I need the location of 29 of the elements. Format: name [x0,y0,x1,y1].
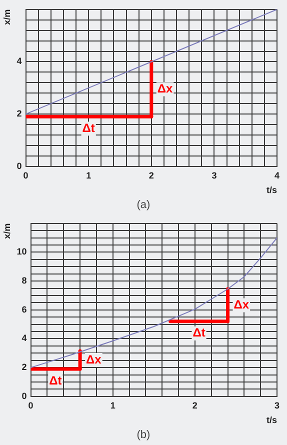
y-tick-label: 4 [16,56,22,66]
x-tick-label: 2 [192,400,198,410]
series-label: Δx [86,352,102,366]
y-tick-label: 2 [22,362,27,372]
y-axis-title: x/m [2,9,12,25]
y-tick-label: 2 [16,108,22,119]
x-axis-title: t/s [266,415,277,426]
series-label: Δt [49,373,62,388]
x-tick-label: 1 [110,400,116,410]
y-tick-label: 10 [16,246,27,257]
x-tick-label: 1 [86,170,92,180]
x-tick-label: 3 [274,400,280,410]
x-axis-title: t/s [266,185,277,196]
y-tick-label: 8 [22,276,27,286]
series-label: Δt [82,120,95,135]
series-label: Δt [192,326,206,340]
y-tick-label: 0 [16,160,22,171]
series-label: Δx [157,82,174,96]
x-tick-label: 2 [148,170,154,180]
text: (a) [136,198,152,213]
x-tick-label: 0 [28,400,34,410]
y-tick-label: 0 [22,390,27,401]
x-tick-label: 4 [274,170,280,180]
text: (b) [136,428,152,443]
series-label: Δx [234,298,250,312]
x-tick-label: 3 [212,170,217,180]
y-tick-label: 6 [22,304,27,314]
y-tick-label: 4 [22,333,27,344]
y-axis-title: x/m [2,223,12,239]
